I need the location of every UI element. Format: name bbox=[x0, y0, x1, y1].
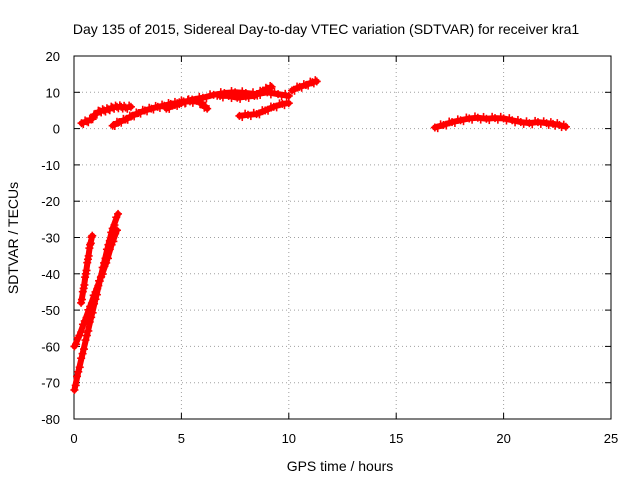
data-point bbox=[105, 236, 114, 245]
data-point bbox=[73, 372, 82, 381]
y-tick-label: 10 bbox=[46, 85, 60, 100]
data-point bbox=[126, 102, 135, 111]
data-point bbox=[561, 122, 570, 131]
y-tick-label: -10 bbox=[41, 158, 60, 173]
data-point bbox=[203, 104, 212, 113]
data-point bbox=[191, 96, 200, 105]
data-point bbox=[77, 354, 86, 363]
x-tick-label: 15 bbox=[389, 431, 403, 446]
chart-title: Day 135 of 2015, Sidereal Day-to-day VTE… bbox=[73, 21, 579, 37]
data-point bbox=[88, 231, 97, 240]
data-point bbox=[253, 91, 262, 100]
y-tick-label: -70 bbox=[41, 376, 60, 391]
data-point bbox=[100, 258, 109, 267]
data-point bbox=[110, 221, 119, 230]
data-point bbox=[195, 92, 204, 101]
y-tick-label: -30 bbox=[41, 231, 60, 246]
data-point bbox=[290, 86, 299, 95]
data-point bbox=[84, 326, 93, 335]
data-point bbox=[82, 331, 91, 340]
x-axis-label: GPS time / hours bbox=[287, 458, 394, 474]
y-tick-label: -50 bbox=[41, 303, 60, 318]
data-point bbox=[165, 104, 174, 113]
data-point bbox=[188, 95, 197, 104]
data-point bbox=[110, 121, 119, 130]
data-point bbox=[311, 76, 320, 85]
data-point bbox=[81, 336, 90, 345]
data-point bbox=[97, 272, 106, 281]
data-point bbox=[82, 266, 91, 275]
data-point bbox=[70, 385, 79, 394]
data-point bbox=[87, 313, 96, 322]
y-tick-label: 20 bbox=[46, 49, 60, 64]
data-point bbox=[85, 317, 94, 326]
y-tick-label: -80 bbox=[41, 412, 60, 427]
data-point bbox=[101, 254, 110, 263]
data-point bbox=[264, 106, 273, 115]
data-point bbox=[88, 115, 97, 124]
data-point bbox=[312, 77, 321, 86]
x-tick-label: 25 bbox=[604, 431, 618, 446]
data-point bbox=[77, 328, 86, 337]
data-point bbox=[92, 290, 101, 299]
data-point bbox=[80, 345, 89, 354]
y-tick-label: -60 bbox=[41, 339, 60, 354]
data-point bbox=[88, 308, 97, 317]
data-point bbox=[266, 81, 275, 90]
data-point bbox=[72, 340, 81, 349]
x-tick-label: 10 bbox=[282, 431, 296, 446]
data-point bbox=[107, 228, 116, 237]
data-point bbox=[77, 295, 86, 304]
data-point bbox=[180, 99, 189, 108]
data-point bbox=[114, 209, 123, 218]
y-tick-label: 0 bbox=[53, 122, 60, 137]
y-axis-ticks: -80 -70 -60 -50 -40 -30 -20 -10 0 10 20 bbox=[41, 49, 611, 427]
x-tick-label: 0 bbox=[70, 431, 77, 446]
x-axis-ticks: 0 5 10 15 20 25 bbox=[70, 56, 618, 446]
x-tick-label: 5 bbox=[178, 431, 185, 446]
data-point bbox=[125, 101, 134, 110]
data-point bbox=[94, 281, 103, 290]
x-tick-label: 20 bbox=[496, 431, 510, 446]
data-point bbox=[284, 99, 293, 108]
data-point bbox=[209, 90, 218, 99]
data-point bbox=[74, 367, 83, 376]
data-point bbox=[91, 295, 100, 304]
data-point bbox=[123, 115, 132, 124]
data-point bbox=[80, 280, 89, 289]
data-point bbox=[84, 251, 93, 260]
data-point bbox=[78, 349, 87, 358]
data-point bbox=[102, 245, 111, 254]
data-point bbox=[202, 94, 211, 103]
data-point bbox=[267, 82, 276, 91]
data-marks bbox=[70, 76, 570, 394]
y-tick-label: -20 bbox=[41, 194, 60, 209]
data-point bbox=[71, 381, 80, 390]
y-tick-label: -40 bbox=[41, 267, 60, 282]
data-point bbox=[255, 110, 264, 119]
data-point bbox=[98, 263, 107, 272]
data-point bbox=[75, 363, 84, 372]
data-point bbox=[90, 299, 99, 308]
data-point bbox=[95, 277, 104, 286]
data-point bbox=[284, 91, 293, 100]
y-axis-label: SDTVAR / TECUs bbox=[5, 182, 21, 294]
data-point bbox=[104, 240, 113, 249]
